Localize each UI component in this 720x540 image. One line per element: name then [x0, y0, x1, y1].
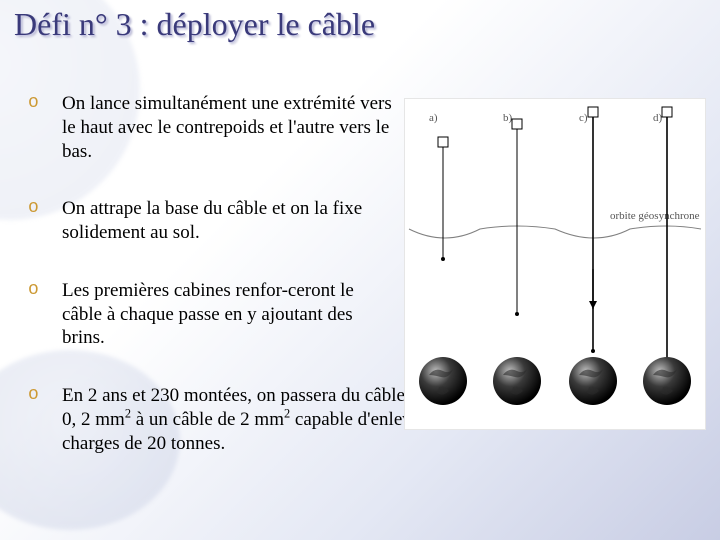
bullet-list: o On lance simultanément une extrémité v…: [28, 92, 393, 455]
list-item: o On attrape la base du câble et on la f…: [28, 197, 393, 245]
bullet-marker: o: [28, 279, 52, 350]
list-item: o Les premières cabines renfor-ceront le…: [28, 279, 393, 350]
svg-text:orbite géosynchrone: orbite géosynchrone: [610, 210, 700, 222]
slide-title: Défi n° 3 : déployer le câble: [14, 6, 375, 43]
slide: Défi n° 3 : déployer le câble o On lance…: [0, 0, 720, 540]
svg-text:b): b): [503, 112, 513, 124]
svg-text:d): d): [653, 112, 663, 124]
bullet-text: Les premières cabines renfor-ceront le c…: [52, 279, 393, 350]
bullet-marker: o: [28, 92, 52, 163]
bullet-text-part: à un câble de 2 mm: [131, 409, 284, 430]
list-item: o On lance simultanément une extrémité v…: [28, 92, 393, 163]
deployment-diagram: orbite géosynchrone a) b) c) d): [404, 98, 706, 430]
bullet-text: On attrape la base du câble et on la fix…: [52, 197, 393, 245]
bullet-marker: o: [28, 197, 52, 245]
diagram-svg: orbite géosynchrone a) b) c) d): [405, 99, 705, 429]
svg-text:c): c): [579, 112, 588, 124]
bullet-text: On lance simultanément une extrémité ver…: [52, 92, 393, 163]
svg-text:a): a): [429, 112, 438, 124]
bullet-marker: o: [28, 384, 52, 455]
